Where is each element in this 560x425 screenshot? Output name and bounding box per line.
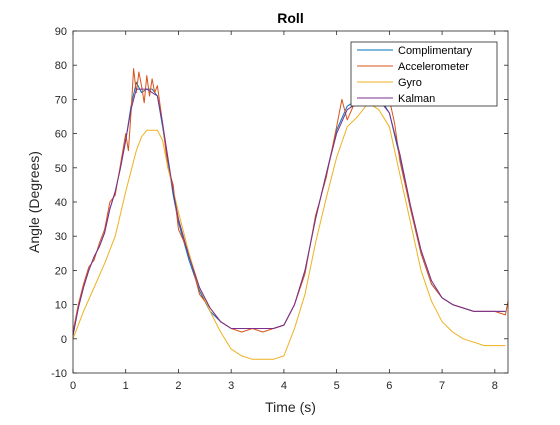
x-axis-label: Time (s) bbox=[265, 399, 316, 415]
legend-label: Kalman bbox=[398, 93, 435, 105]
legend-label: Complimentary bbox=[398, 45, 472, 57]
series-line-kalman bbox=[72, 88, 506, 336]
y-tick-label: 80 bbox=[55, 60, 67, 72]
legend-label: Gyro bbox=[398, 77, 422, 89]
x-tick-label: 6 bbox=[386, 380, 392, 392]
y-tick-label: 10 bbox=[55, 300, 67, 312]
legend-box bbox=[350, 41, 498, 107]
series-lines bbox=[72, 68, 509, 360]
y-tick-label: 90 bbox=[55, 26, 67, 38]
y-tick-label: 20 bbox=[55, 265, 67, 277]
y-tick-label: 0 bbox=[61, 334, 67, 346]
y-tick-label: 50 bbox=[55, 163, 67, 175]
axes-box bbox=[72, 30, 509, 374]
legend-label: Accelerometer bbox=[398, 61, 469, 73]
y-tick-label: 40 bbox=[55, 197, 67, 209]
x-tick-label: 7 bbox=[439, 380, 445, 392]
x-tick-label: 1 bbox=[123, 380, 129, 392]
x-tick-label: 5 bbox=[334, 380, 340, 392]
chart-title: Roll bbox=[277, 10, 303, 26]
series-line-gyro bbox=[72, 102, 506, 360]
y-tick-label: -10 bbox=[51, 368, 67, 380]
y-tick-label: 70 bbox=[55, 94, 67, 106]
y-tick-label: 30 bbox=[55, 231, 67, 243]
x-tick-label: 4 bbox=[281, 380, 287, 392]
legend: Complimentary Accelerometer Gyro Kalman bbox=[350, 41, 498, 107]
x-tick-label: 8 bbox=[492, 380, 498, 392]
x-tick-label: 0 bbox=[70, 380, 76, 392]
x-tick-label: 3 bbox=[228, 380, 234, 392]
x-tick-label: 2 bbox=[175, 380, 181, 392]
y-axis-label: Angle (Degrees) bbox=[26, 151, 42, 253]
y-tick-label: 60 bbox=[55, 129, 67, 141]
